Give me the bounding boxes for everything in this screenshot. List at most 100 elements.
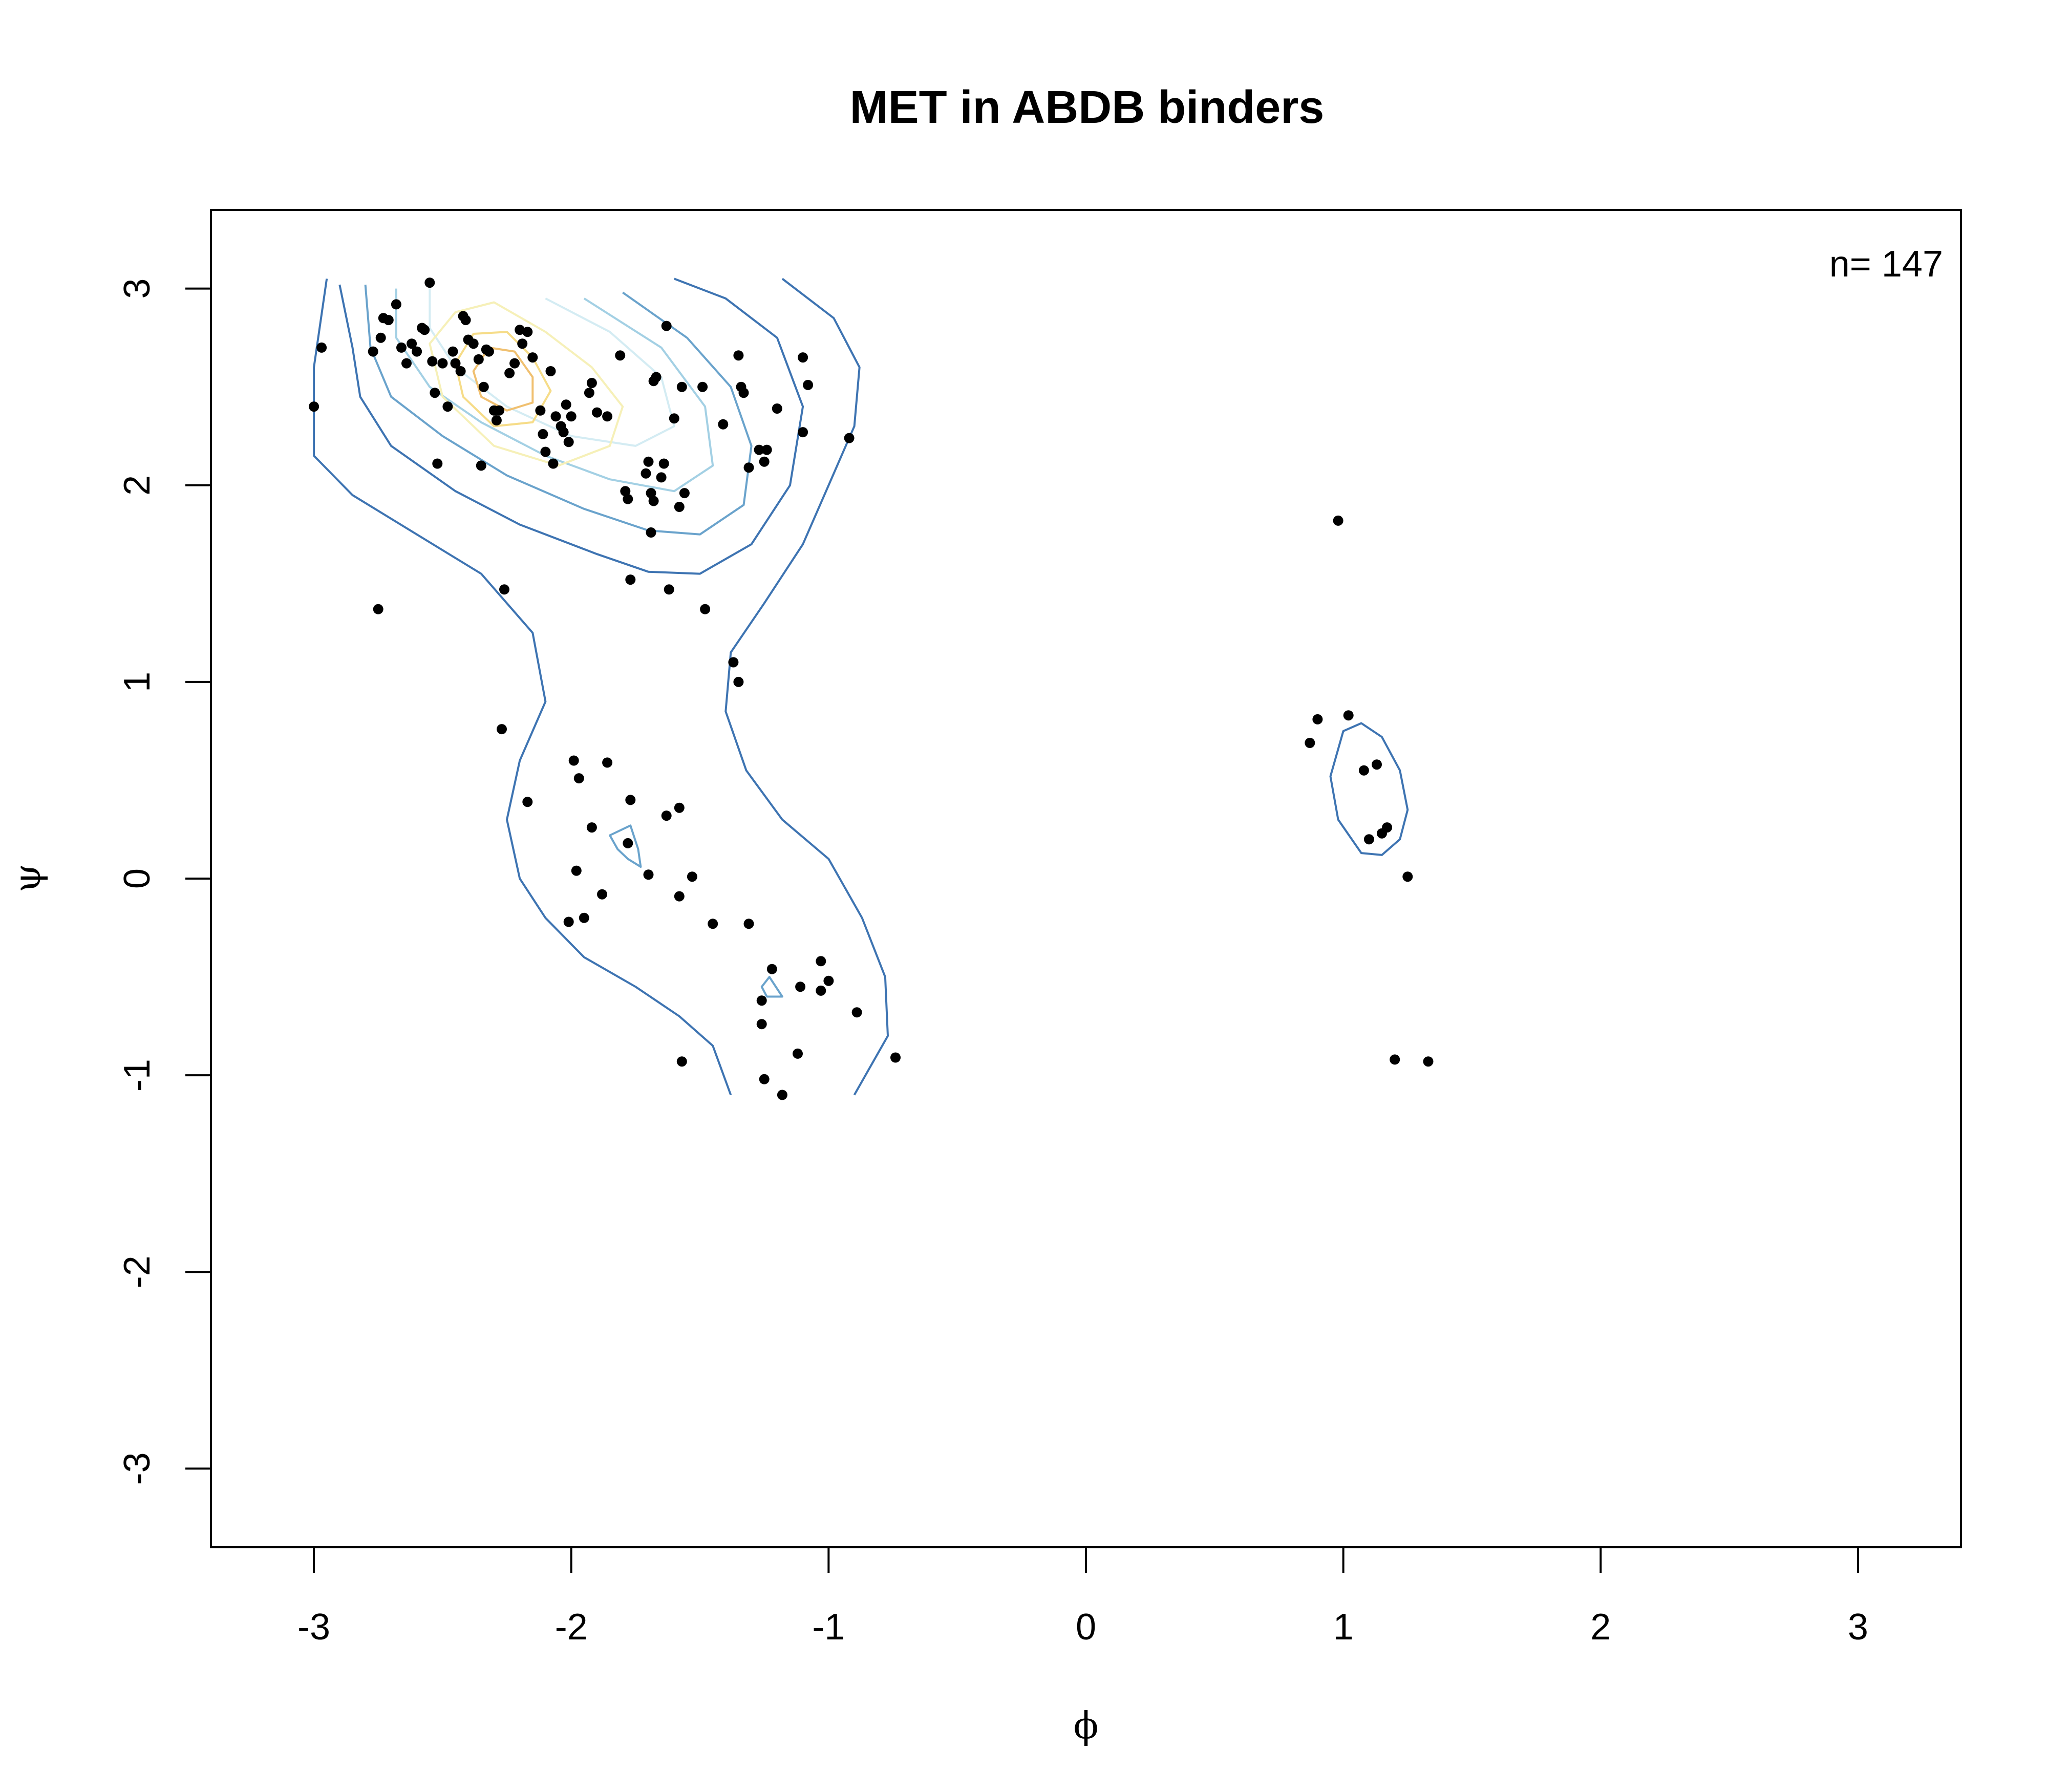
y-axis-label: ψ [6, 864, 49, 892]
data-point [1312, 714, 1323, 724]
data-point [658, 458, 669, 469]
x-tick-label: 3 [1848, 1607, 1868, 1648]
data-point [592, 407, 602, 418]
data-point [756, 1019, 767, 1030]
data-point [545, 366, 556, 376]
data-point [427, 356, 438, 367]
data-point [777, 1090, 787, 1100]
contour-line-6 [429, 301, 624, 467]
density-contours [313, 278, 1409, 1096]
y-tick-label: -3 [117, 1452, 158, 1485]
data-point [625, 574, 636, 585]
data-point [623, 494, 633, 504]
data-point [798, 427, 808, 438]
contour-line-7 [454, 331, 552, 428]
data-point [674, 891, 685, 902]
data-point [738, 388, 749, 398]
contour-line-2 [338, 278, 804, 575]
data-point [586, 822, 597, 833]
contour-line-10 [760, 976, 783, 998]
data-point [754, 444, 764, 455]
data-point [646, 488, 656, 499]
data-point [407, 338, 417, 349]
data-point [579, 912, 589, 923]
x-tick-label: -2 [555, 1607, 588, 1648]
contour-line-1 [724, 278, 889, 1096]
data-point [558, 427, 569, 438]
data-point [646, 527, 656, 538]
data-point [656, 472, 667, 483]
data-point [643, 456, 654, 467]
data-point [641, 468, 651, 479]
contour-line-0 [313, 279, 732, 1096]
x-tick-label: 1 [1333, 1607, 1354, 1648]
data-point [718, 419, 729, 430]
data-point [401, 358, 412, 369]
data-points [309, 278, 1434, 1100]
data-point [674, 802, 685, 813]
data-point [584, 388, 594, 398]
data-point [309, 401, 319, 412]
data-point [430, 388, 440, 398]
data-point [597, 889, 607, 900]
data-point [1333, 515, 1343, 526]
data-point [473, 354, 484, 365]
plot-frame [210, 209, 1962, 1548]
data-point [602, 411, 613, 422]
data-point [478, 381, 489, 392]
data-point [447, 346, 458, 357]
data-point [674, 502, 685, 512]
data-point [669, 413, 679, 424]
data-point [620, 486, 631, 497]
data-point [476, 460, 486, 471]
contour-line-11 [1329, 722, 1409, 856]
data-point [687, 871, 697, 882]
data-point [679, 488, 690, 499]
data-point [743, 462, 754, 473]
data-point [803, 379, 814, 390]
data-point [383, 315, 394, 326]
data-point [651, 372, 662, 382]
data-point [700, 604, 711, 614]
y-tick-label: -2 [117, 1255, 158, 1288]
data-point [890, 1052, 901, 1063]
data-point [1382, 822, 1393, 833]
data-point [515, 325, 525, 335]
data-point [517, 338, 528, 349]
data-point [1372, 759, 1382, 770]
data-point [424, 278, 435, 288]
data-point [563, 437, 574, 447]
data-point [743, 919, 754, 929]
x-axis-label: ϕ [1073, 1704, 1098, 1747]
data-point [772, 403, 782, 414]
data-point [602, 757, 613, 768]
contour-line-3 [364, 284, 753, 536]
contour-line-4 [395, 288, 714, 493]
data-point [798, 352, 808, 363]
data-point [586, 378, 597, 388]
data-point [761, 444, 772, 455]
data-point [432, 458, 443, 469]
data-point [494, 405, 504, 416]
data-point [522, 797, 533, 807]
data-point [728, 657, 739, 668]
data-point [759, 1074, 770, 1084]
data-point [450, 358, 461, 369]
data-point [643, 869, 654, 880]
data-point [538, 429, 548, 439]
y-tick-label: 1 [117, 672, 158, 692]
data-point [759, 456, 770, 467]
data-point [509, 358, 520, 369]
data-point [468, 338, 479, 349]
data-point [1343, 710, 1354, 721]
data-point [823, 975, 834, 986]
data-point [1402, 871, 1413, 882]
data-point [497, 724, 507, 735]
data-point [676, 1056, 687, 1067]
data-point [442, 401, 453, 412]
data-point [733, 350, 744, 361]
data-point [676, 381, 687, 392]
data-point [571, 865, 582, 876]
data-point [661, 321, 672, 331]
data-point [661, 810, 672, 821]
